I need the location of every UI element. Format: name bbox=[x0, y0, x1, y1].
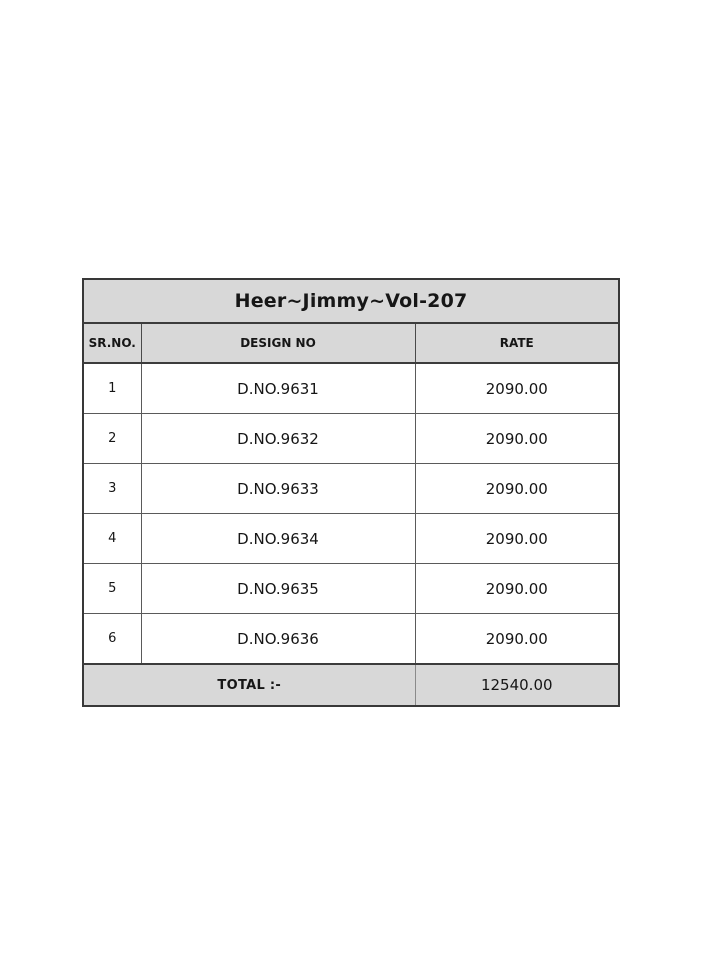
design-no-cell: D.NO.9635 bbox=[140, 563, 416, 614]
table-title: Heer~Jimmy~Vol-207 bbox=[83, 279, 620, 324]
sr-no-cell: 2 bbox=[82, 413, 142, 464]
title-row: Heer~Jimmy~Vol-207 bbox=[83, 279, 620, 324]
table-row: 2 D.NO.9632 2090.00 bbox=[82, 413, 620, 464]
table-row: 3 D.NO.9633 2090.00 bbox=[82, 463, 620, 514]
rate-cell: 2090.00 bbox=[414, 613, 620, 665]
sr-no-cell: 3 bbox=[82, 463, 142, 514]
rate-cell: 2090.00 bbox=[414, 413, 620, 464]
table-row: 1 D.NO.9631 2090.00 bbox=[82, 362, 620, 414]
sr-no-cell: 1 bbox=[82, 362, 142, 414]
total-row: TOTAL :- 12540.00 bbox=[83, 663, 620, 706]
column-header-rate: RATE bbox=[414, 323, 620, 364]
design-no-cell: D.NO.9631 bbox=[140, 362, 416, 414]
column-header-design-no: DESIGN NO bbox=[140, 323, 416, 364]
sr-no-cell: 6 bbox=[82, 613, 142, 665]
rate-cell: 2090.00 bbox=[414, 513, 620, 564]
rate-list: Heer~Jimmy~Vol-207 SR.NO. DESIGN NO RATE… bbox=[82, 278, 621, 707]
rate-cell: 2090.00 bbox=[414, 463, 620, 514]
table-row: 4 D.NO.9634 2090.00 bbox=[82, 513, 620, 564]
design-no-cell: D.NO.9634 bbox=[140, 513, 416, 564]
design-no-cell: D.NO.9632 bbox=[140, 413, 416, 464]
table-row: 5 D.NO.9635 2090.00 bbox=[82, 563, 620, 614]
sr-no-cell: 4 bbox=[82, 513, 142, 564]
column-header-row: SR.NO. DESIGN NO RATE bbox=[82, 323, 620, 364]
rate-list-table: Heer~Jimmy~Vol-207 SR.NO. DESIGN NO RATE… bbox=[82, 278, 621, 707]
design-no-cell: D.NO.9633 bbox=[140, 463, 416, 514]
rate-cell: 2090.00 bbox=[414, 362, 620, 414]
total-label: TOTAL :- bbox=[83, 663, 415, 706]
total-value: 12540.00 bbox=[414, 663, 620, 706]
design-no-cell: D.NO.9636 bbox=[140, 613, 416, 665]
table-row: 6 D.NO.9636 2090.00 bbox=[82, 613, 620, 665]
sr-no-cell: 5 bbox=[82, 563, 142, 614]
column-header-srno: SR.NO. bbox=[82, 323, 142, 364]
rate-cell: 2090.00 bbox=[414, 563, 620, 614]
